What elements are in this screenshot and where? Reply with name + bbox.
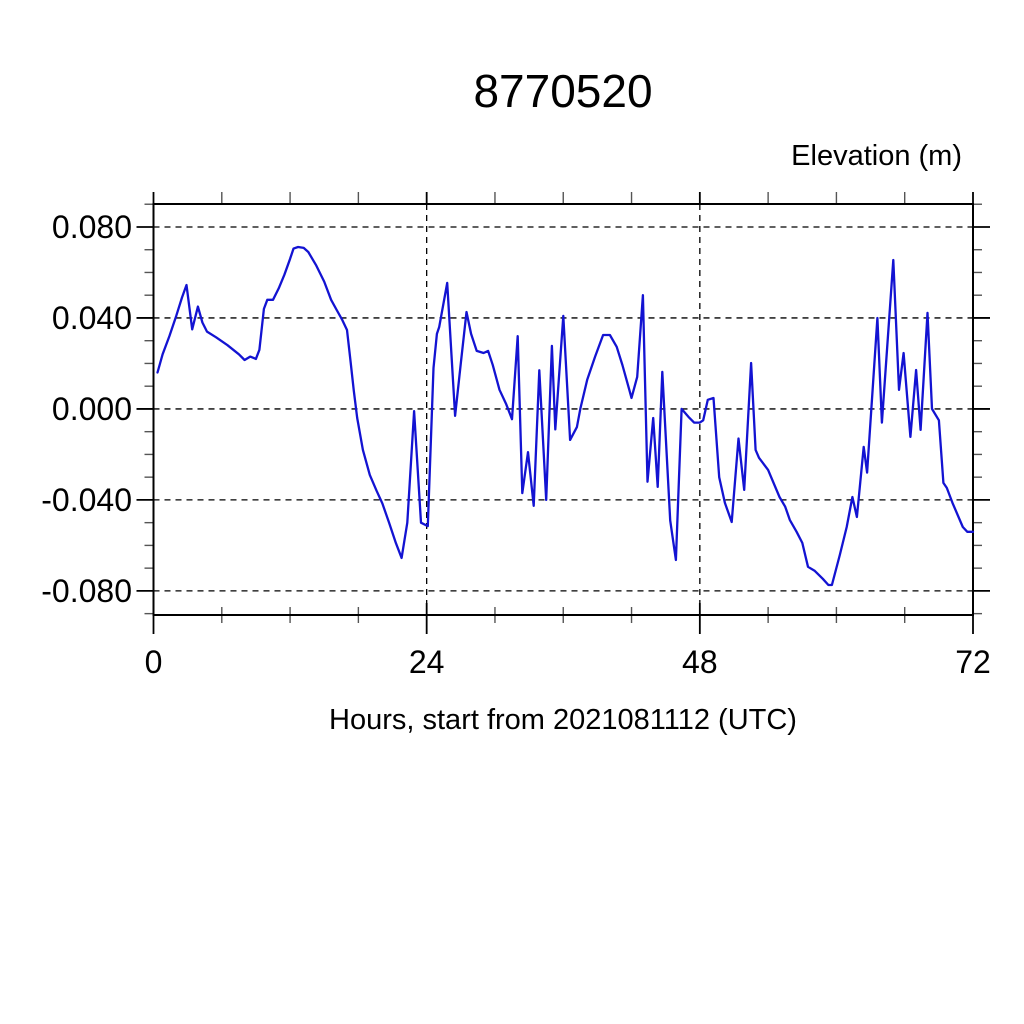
- x-tick-label: 48: [682, 644, 718, 680]
- y-tick-label: -0.040: [41, 482, 132, 518]
- gridlines: [153, 204, 973, 615]
- y-tick-label: 0.000: [52, 391, 132, 427]
- axis-ticks: [136, 192, 990, 634]
- x-tick-label: 0: [145, 644, 163, 680]
- y-tick-label: 0.080: [52, 209, 132, 245]
- chart-title: 8770520: [473, 65, 652, 117]
- x-axis-title: Hours, start from 2021081112 (UTC): [329, 704, 797, 736]
- tick-labels: 0.080 0.040 0.000 -0.040 -0.080 0 24 48 72: [41, 209, 991, 680]
- x-tick-label: 24: [409, 644, 445, 680]
- y-tick-label: 0.040: [52, 300, 132, 336]
- elevation-series-line: [156, 245, 975, 587]
- x-tick-label: 72: [955, 644, 991, 680]
- y-axis-title: Elevation (m): [791, 140, 962, 172]
- y-tick-label: -0.080: [41, 573, 132, 609]
- plot-frame: [152, 203, 974, 616]
